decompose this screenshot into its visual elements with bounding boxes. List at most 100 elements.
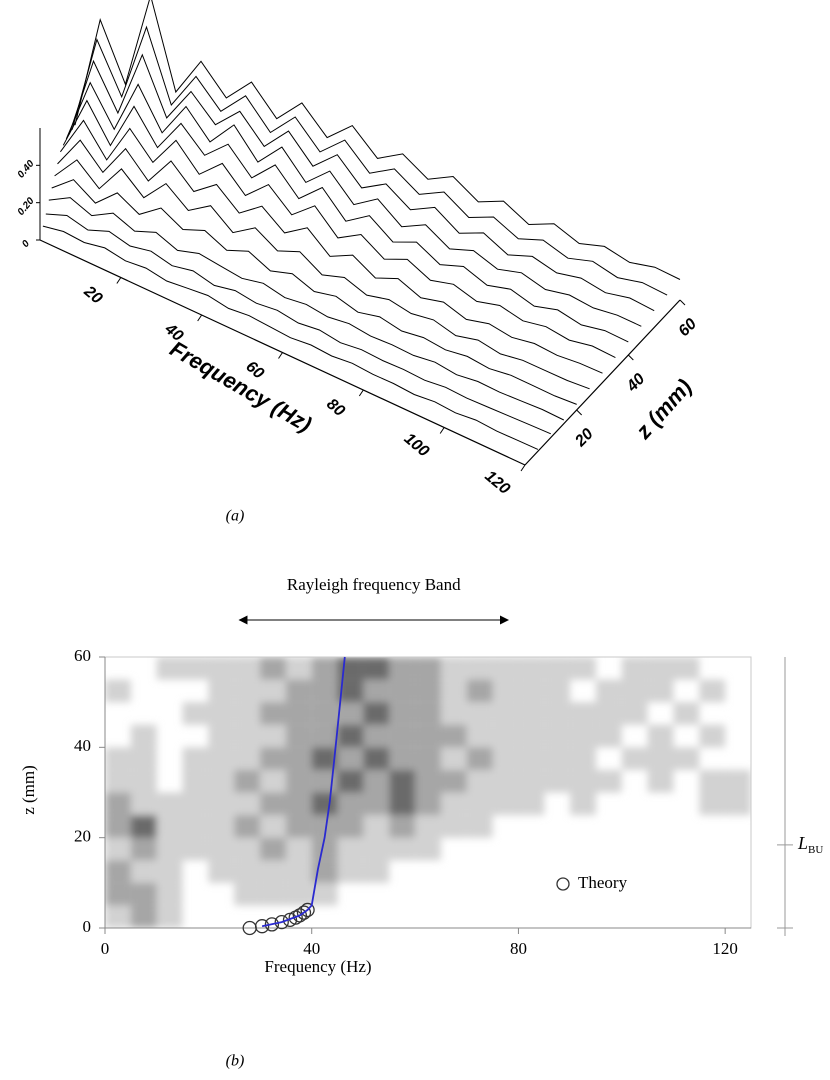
contour-cell bbox=[518, 792, 545, 816]
contour-cell bbox=[260, 657, 286, 680]
theory-point bbox=[274, 914, 289, 930]
contour-cell bbox=[673, 815, 699, 838]
contour-cell bbox=[415, 657, 441, 680]
contour-cell bbox=[518, 747, 545, 770]
contour-cell bbox=[725, 838, 751, 861]
y-tick-label: 0.20 bbox=[16, 195, 37, 217]
contour-cell bbox=[260, 882, 286, 906]
z-axis bbox=[524, 299, 681, 466]
contour-cell bbox=[622, 770, 648, 793]
contour-cell bbox=[673, 838, 699, 861]
spectrum-line bbox=[59, 119, 616, 359]
contour-cell bbox=[285, 815, 312, 838]
contour-cell bbox=[157, 725, 183, 748]
contour-cell bbox=[157, 747, 183, 770]
contour-cell bbox=[130, 747, 157, 770]
y-tick-label: 0 bbox=[83, 917, 92, 936]
contour-cell bbox=[182, 792, 209, 816]
contour-cell bbox=[415, 837, 441, 861]
contour-cell bbox=[105, 815, 131, 838]
contour-cell bbox=[699, 657, 725, 680]
contour-cell bbox=[285, 702, 312, 725]
contour-cell bbox=[466, 792, 493, 816]
contour-cell bbox=[621, 679, 648, 703]
contour-cell bbox=[337, 769, 364, 793]
contour-cell bbox=[260, 860, 286, 883]
contour-cell bbox=[208, 883, 234, 906]
contour-cell bbox=[338, 883, 364, 906]
contour-cell bbox=[647, 769, 674, 793]
contour-cell bbox=[260, 702, 286, 725]
contour-cell bbox=[337, 815, 364, 838]
contour-cell bbox=[518, 838, 544, 861]
contour-cell bbox=[595, 702, 622, 725]
contour-cell bbox=[725, 815, 751, 838]
contour-cell bbox=[208, 702, 235, 725]
x-tick-label: 80 bbox=[323, 396, 348, 421]
contour-cell bbox=[492, 747, 519, 770]
spectrum-line bbox=[74, 0, 681, 280]
contour-cell bbox=[389, 769, 416, 793]
contour-cell bbox=[544, 905, 570, 928]
contour-cell bbox=[285, 860, 312, 883]
theory-point bbox=[292, 908, 307, 923]
contour-cell bbox=[493, 860, 519, 883]
contour-cell bbox=[466, 657, 493, 680]
contour-cell bbox=[467, 838, 493, 861]
spectrum-line bbox=[54, 159, 590, 390]
breakup-subscript: BU bbox=[808, 843, 823, 855]
contour-cell bbox=[596, 747, 622, 770]
legend-label: Theory bbox=[578, 873, 628, 892]
contour-cell bbox=[673, 860, 699, 883]
contour-cell bbox=[493, 815, 519, 838]
contour-cell bbox=[466, 724, 493, 748]
contour-cell bbox=[699, 724, 726, 748]
x-tick-label: 120 bbox=[712, 939, 738, 958]
contour-cell bbox=[105, 679, 131, 703]
contour-cell bbox=[234, 747, 261, 770]
contour-cell bbox=[105, 725, 131, 748]
contour-cell bbox=[234, 815, 261, 838]
contour-cell bbox=[285, 769, 312, 793]
contour-cell bbox=[415, 747, 441, 770]
theory-curve bbox=[261, 656, 346, 928]
y-tick-label: 20 bbox=[74, 827, 91, 846]
contour-cell bbox=[156, 815, 183, 838]
contour-cell bbox=[699, 860, 725, 883]
legend-marker bbox=[556, 877, 570, 891]
y-tick-label: 40 bbox=[74, 736, 91, 755]
contour-cell bbox=[311, 837, 338, 861]
contour-cell bbox=[311, 657, 338, 680]
contour-cell bbox=[208, 815, 235, 838]
contour-cell bbox=[285, 679, 312, 703]
contour-cell bbox=[311, 792, 338, 816]
contour-cell bbox=[157, 702, 183, 725]
contour-cell bbox=[596, 657, 622, 680]
z-tick-label: 60 bbox=[675, 315, 700, 340]
x-tick bbox=[116, 277, 122, 284]
contour-cell bbox=[518, 657, 545, 680]
z-tick-label: 20 bbox=[571, 425, 596, 450]
contour-cell bbox=[440, 769, 467, 793]
contour-cell bbox=[311, 747, 338, 770]
contour-cell bbox=[389, 815, 416, 838]
contour-cell bbox=[492, 724, 519, 748]
contour-cell bbox=[699, 747, 725, 770]
contour-cell bbox=[285, 792, 312, 816]
band-annotation: Rayleigh frequency Band bbox=[287, 575, 461, 594]
contour-cell bbox=[363, 724, 390, 748]
contour-cell bbox=[182, 769, 209, 793]
x-tick-label: 40 bbox=[303, 939, 320, 958]
contour-cell bbox=[234, 860, 261, 883]
panel-label: (b) bbox=[226, 1053, 245, 1070]
contour-cell bbox=[725, 883, 751, 906]
contour-cell bbox=[131, 657, 157, 680]
contour-cell bbox=[647, 679, 674, 703]
contour-cell bbox=[234, 702, 261, 725]
z-tick-label: 40 bbox=[623, 370, 648, 395]
contour-cell bbox=[441, 860, 467, 883]
contour-cell bbox=[234, 657, 261, 680]
contour-cell bbox=[260, 679, 286, 703]
y-tick-label: 0.40 bbox=[16, 158, 37, 180]
